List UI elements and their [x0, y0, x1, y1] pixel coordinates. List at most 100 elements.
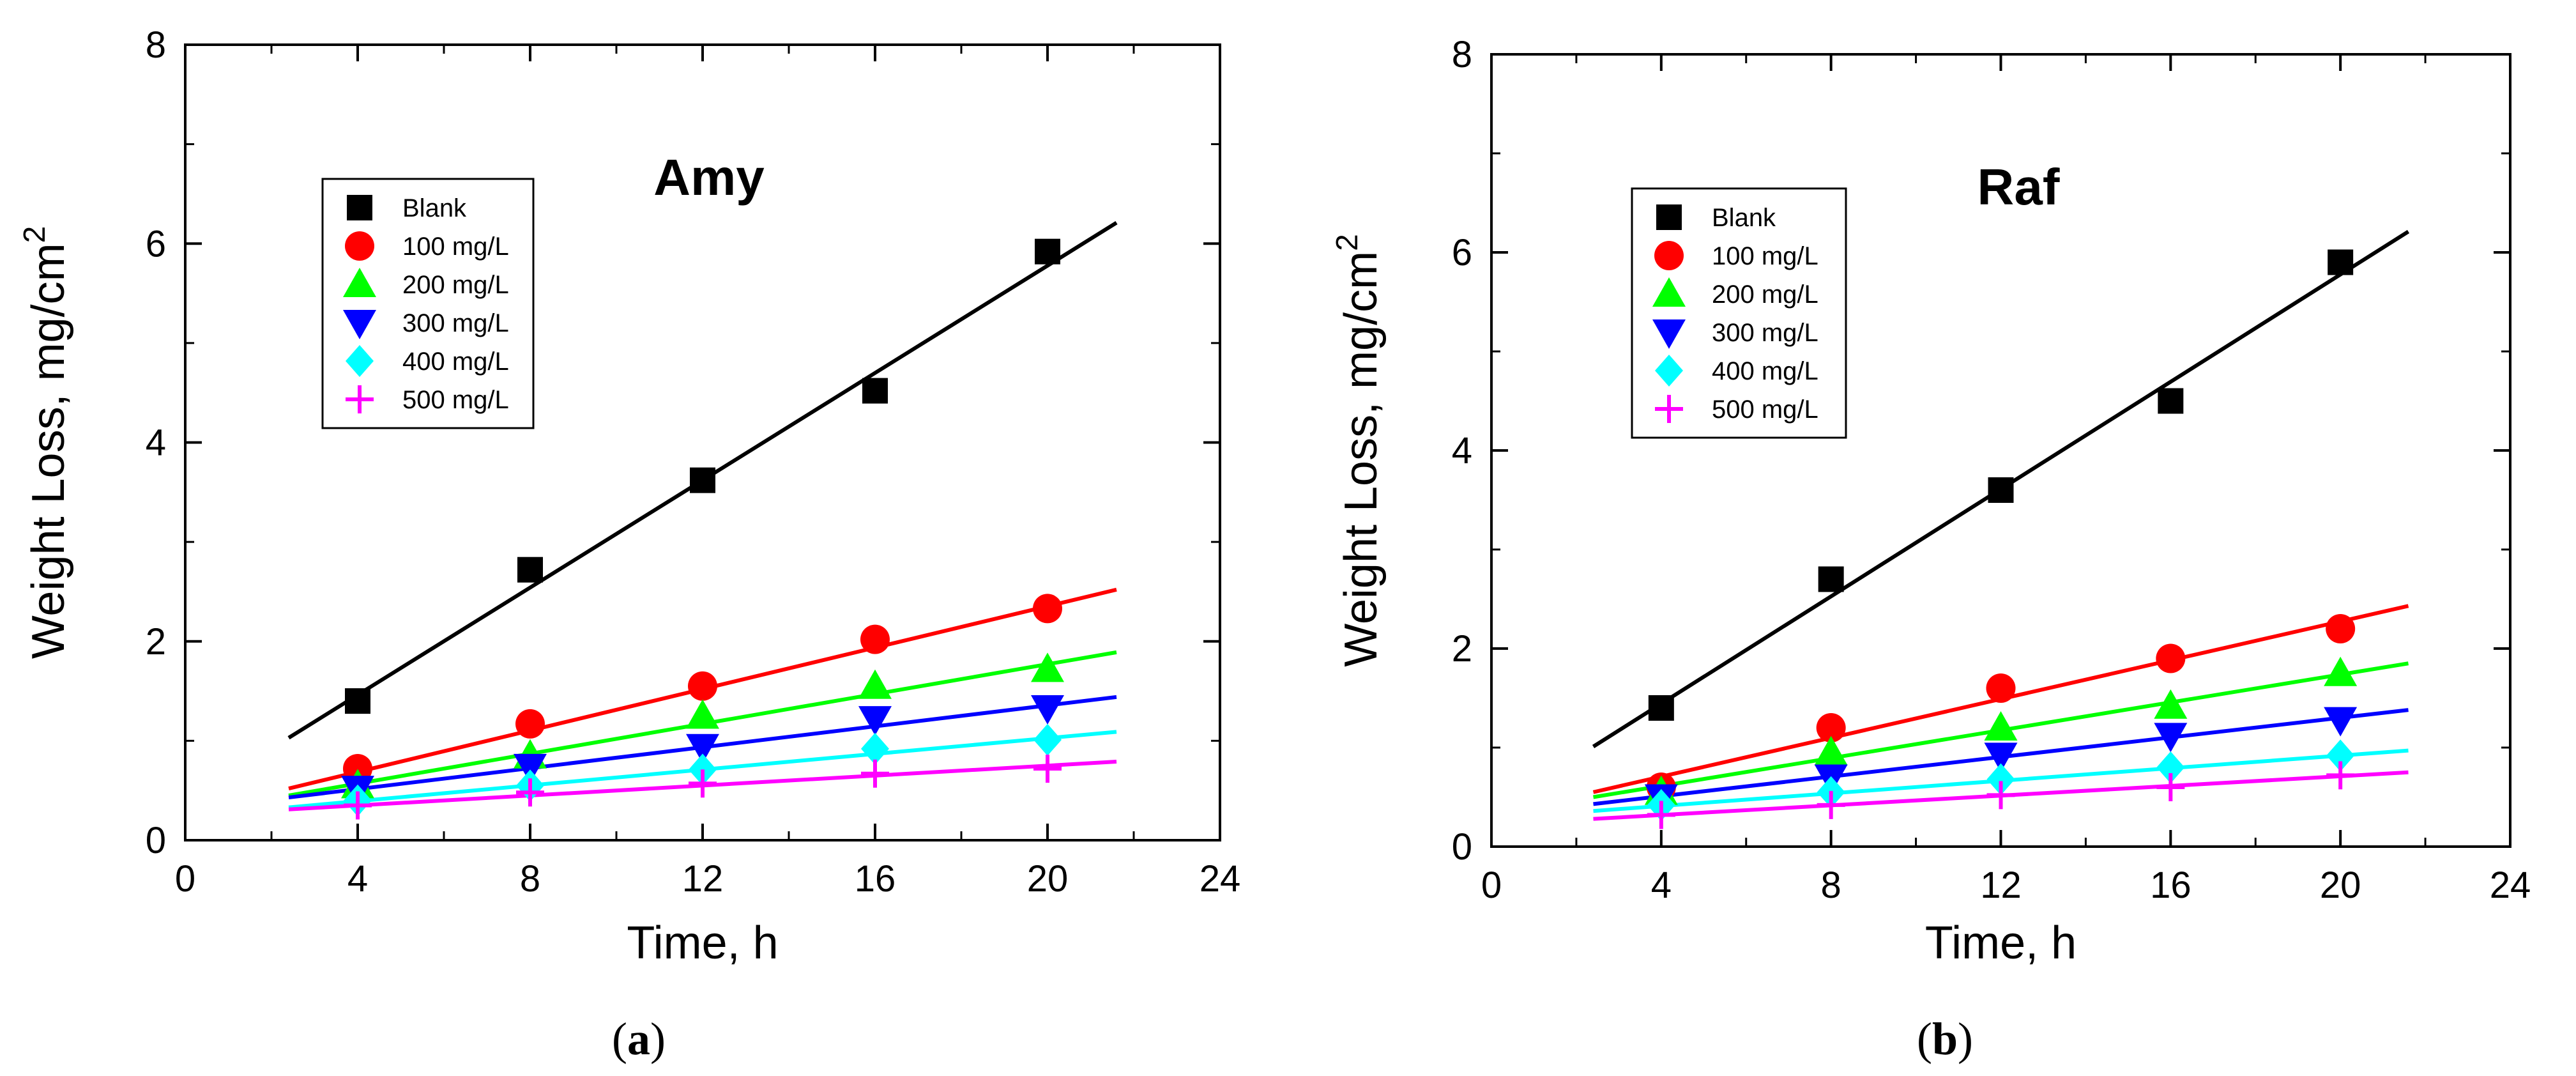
data-point — [2154, 689, 2188, 719]
data-point — [1984, 711, 2018, 741]
x-tick-label: 12 — [682, 858, 724, 900]
data-point — [861, 759, 889, 788]
legend-label: 100 mg/L — [1712, 242, 1818, 270]
data-point — [2326, 739, 2355, 772]
legend-marker — [343, 310, 376, 339]
legend-label: Blank — [402, 194, 467, 222]
legend-marker — [347, 195, 372, 220]
y-tick-label: 6 — [146, 223, 166, 265]
data-point — [2156, 643, 2186, 673]
data-point — [1817, 790, 1845, 819]
data-point — [2154, 723, 2188, 753]
x-tick-label: 8 — [520, 858, 540, 900]
data-point — [1818, 566, 1844, 592]
data-point — [2328, 249, 2354, 275]
x-tick-label: 8 — [1821, 865, 1841, 906]
x-tick-label: 20 — [1027, 858, 1069, 900]
data-point — [2326, 761, 2355, 790]
x-tick-label: 4 — [1651, 865, 1672, 906]
legend-marker — [343, 268, 376, 297]
legend-label: Blank — [1712, 204, 1776, 232]
data-point — [860, 624, 890, 654]
legend-marker — [345, 231, 374, 261]
y-tick-label: 8 — [146, 24, 166, 66]
legend-marker — [1655, 355, 1683, 387]
legend-marker — [1652, 277, 1686, 307]
legend-label: 400 mg/L — [1712, 357, 1818, 385]
data-point — [862, 378, 888, 404]
data-point — [1986, 763, 2015, 795]
y-tick-label: 4 — [146, 422, 166, 464]
legend-marker — [1654, 241, 1684, 270]
data-point — [858, 706, 892, 736]
legend-label: 200 mg/L — [402, 271, 509, 299]
data-point — [688, 671, 717, 701]
panel-caption: (b) — [1917, 1013, 1973, 1064]
data-point — [686, 699, 719, 729]
data-point — [861, 732, 889, 765]
data-point — [2156, 751, 2185, 783]
legend-marker — [346, 385, 374, 413]
x-axis-title: Time, h — [1925, 918, 2077, 969]
data-point — [344, 791, 372, 820]
y-axis-title-superscript: 2 — [18, 226, 52, 243]
legend-label: 500 mg/L — [402, 386, 509, 414]
data-point — [1988, 477, 2014, 503]
data-point — [686, 734, 719, 764]
y-tick-label: 0 — [1452, 826, 1472, 868]
y-tick-label: 8 — [1452, 34, 1472, 75]
y-axis-title-superscript: 2 — [1330, 234, 1364, 251]
x-tick-label: 16 — [855, 858, 896, 900]
data-point — [1031, 652, 1064, 682]
legend-marker — [1652, 319, 1686, 349]
legend-label: 400 mg/L — [402, 348, 509, 376]
legend-marker — [346, 345, 374, 377]
caption-close-paren: ) — [650, 1013, 666, 1064]
data-point — [345, 688, 370, 714]
data-point — [1033, 723, 1062, 756]
data-point — [514, 753, 547, 783]
data-point — [1984, 742, 2018, 772]
data-point — [858, 669, 892, 699]
data-point — [2324, 656, 2358, 686]
x-axis-title: Time, h — [627, 918, 778, 969]
legend-marker — [1656, 204, 1682, 230]
x-tick-label: 16 — [2150, 865, 2191, 906]
data-point — [1035, 238, 1060, 265]
data-point — [1033, 754, 1062, 783]
y-tick-label: 0 — [146, 820, 166, 861]
y-tick-label: 2 — [146, 621, 166, 663]
x-tick-label: 24 — [2490, 865, 2531, 906]
data-point — [1031, 695, 1064, 725]
legend-label: 300 mg/L — [402, 309, 509, 337]
x-tick-label: 12 — [1980, 865, 2022, 906]
data-point — [2156, 773, 2185, 801]
caption-open-paren: ( — [612, 1013, 627, 1064]
y-axis-title: Weight Loss, mg/cm2 — [1330, 234, 1387, 667]
data-point — [1033, 594, 1062, 624]
data-point — [517, 557, 543, 583]
data-point — [1648, 695, 1674, 721]
caption-open-paren: ( — [1917, 1013, 1932, 1064]
data-point — [516, 778, 544, 807]
data-point — [1814, 735, 1848, 765]
data-point — [2158, 388, 2184, 414]
y-axis-title-main: Weight Loss, mg/cm — [1336, 251, 1387, 667]
x-tick-label: 20 — [2320, 865, 2361, 906]
data-point — [1647, 801, 1675, 829]
y-tick-label: 4 — [1452, 430, 1472, 472]
caption-letter: a — [627, 1013, 650, 1064]
legend-label: 100 mg/L — [402, 233, 509, 261]
data-point — [1986, 781, 2015, 810]
legend-label: 300 mg/L — [1712, 319, 1818, 347]
x-tick-label: 0 — [175, 858, 195, 900]
panel-caption: (a) — [612, 1013, 666, 1064]
x-tick-label: 4 — [347, 858, 368, 900]
legend-label: 200 mg/L — [1712, 281, 1818, 309]
panel-title: Raf — [1978, 158, 2060, 215]
data-point — [2324, 707, 2358, 737]
panel-title: Amy — [653, 149, 765, 206]
legend-label: 500 mg/L — [1712, 396, 1818, 424]
